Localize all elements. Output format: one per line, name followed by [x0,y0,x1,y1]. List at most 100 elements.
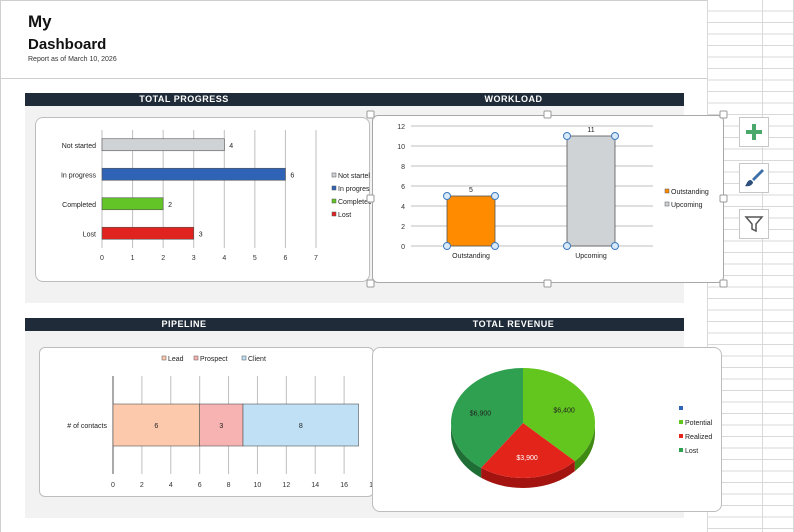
data-label: 3 [219,423,223,430]
data-label: $6,900 [470,411,492,418]
legend-swatch [679,434,683,438]
legend-label: Upcoming [671,202,703,209]
chart-elements-button[interactable] [739,117,769,147]
category-label: In progress [61,172,97,179]
category-label: Upcoming [575,253,607,260]
x-tick-label: 5 [253,255,257,262]
workload-chart-card[interactable]: 0 2 4 6 8 10 12 5 Outstanding 11 Upcoming Outstandi… [372,115,724,283]
x-tick-label: 3 [192,255,196,262]
chart-styles-button[interactable] [739,163,769,193]
legend-swatch [679,448,683,452]
category-label: Completed [62,202,96,209]
bar-selection-handle [443,192,451,200]
data-label: 3 [199,231,203,238]
pipeline-header: PIPELINE [25,318,343,331]
legend-label: Completec [338,199,371,206]
x-tick-label: 7 [314,255,318,262]
data-label: $3,900 [516,455,538,462]
legend-swatch [679,420,683,424]
bar-selection-handle [611,242,619,250]
bar [101,138,225,152]
y-tick-label: 2 [401,224,405,231]
sheet-left-border [0,0,1,532]
y-tick-label: 4 [401,204,405,211]
plus-icon [746,124,762,140]
legend-label: Lead [168,356,184,363]
data-label: 2 [168,202,172,209]
data-label: $6,400 [553,408,575,415]
x-tick-label: 14 [311,482,319,489]
header-divider [0,78,707,79]
category-label: Lost [83,231,96,238]
legend-label: In progres [338,186,370,193]
pie-slice [451,368,523,468]
x-tick-label: 4 [169,482,173,489]
category-label: Not started [62,143,96,150]
data-label: 5 [469,187,473,194]
pie-slice-side [574,423,595,472]
x-tick-label: 8 [227,482,231,489]
legend-label: Client [248,356,266,363]
sheet-top-border [0,0,707,1]
total-progress-chart-card[interactable]: 0 1 2 3 4 5 6 7 Not started 4 In progress 6 Complete… [35,117,371,282]
legend-label: Realized [685,434,712,441]
dashboard-title-line1: My [28,12,52,31]
total-revenue-chart-card[interactable]: $6,400 $3,900 $6,900 Potential Realized Lost [372,347,722,512]
legend-label: Not startel [338,173,370,180]
x-tick-label: 2 [140,482,144,489]
bar [101,226,195,240]
x-tick-label: 10 [254,482,262,489]
pie-slice [523,368,595,462]
x-tick-label: 0 [111,482,115,489]
legend-label: Prospect [200,356,228,363]
pie-slice-side [451,423,482,478]
report-date-subtitle: Report as of March 10, 2026 [28,56,117,63]
bar-selection-handle [563,242,571,250]
legend-swatch [664,201,670,207]
legend-swatch [664,188,670,194]
total-revenue-header: TOTAL REVENUE [343,318,684,331]
y-tick-label: 0 [401,244,405,251]
y-tick-label: 10 [397,144,405,151]
bar-segment [112,403,200,447]
pie-slice [481,423,575,478]
x-tick-label: 6 [198,482,202,489]
y-tick-label: 12 [397,124,405,131]
bar [101,167,286,181]
x-tick-label: 2 [161,255,165,262]
legend-label: Lost [338,212,351,219]
x-tick-label: 16 [340,482,348,489]
pipeline-chart-card[interactable]: 024681012141618# of contacts638LeadProsp… [39,347,375,497]
legend-swatch [331,172,337,178]
bar-selection-handle [443,242,451,250]
category-label: # of contacts [67,423,107,430]
legend-swatch [241,355,247,361]
total-revenue-chart: $6,400 $3,900 $6,900 Potential Realized Lost [451,368,713,488]
dashboard-title-line2: Dashboard [28,36,107,53]
bar [446,195,496,247]
bar-selection-handle [563,132,571,140]
pie-slice-side [481,461,575,488]
legend-swatch [193,355,199,361]
x-tick-label: 0 [100,255,104,262]
total-progress-header: TOTAL PROGRESS [25,93,343,106]
legend-swatch [161,355,167,361]
data-label: 8 [299,423,303,430]
bar-segment [199,403,244,447]
data-label: 11 [587,127,594,134]
bar-segment [242,403,359,447]
bar-selection-handle [491,192,499,200]
filter-icon [744,216,764,233]
y-tick-label: 6 [401,184,405,191]
x-tick-label: 12 [282,482,290,489]
legend-swatch [679,406,683,410]
legend-label: Lost [685,448,698,455]
workload-chart: 0 2 4 6 8 10 12 5 Outstanding 11 Upcoming Outstandi… [397,124,709,260]
chart-filters-button[interactable] [739,209,769,239]
legend-swatch [331,185,337,191]
y-tick-label: 8 [401,164,405,171]
bar-selection-handle [491,242,499,250]
legend-swatch [331,211,337,217]
data-label: 4 [229,143,233,150]
pipeline-chart: 024681012141618# of contacts638LeadProsp… [67,355,375,489]
